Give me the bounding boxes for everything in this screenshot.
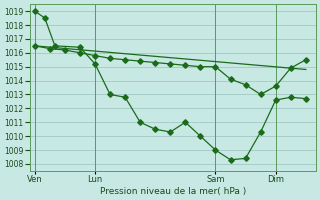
X-axis label: Pression niveau de la mer( hPa ): Pression niveau de la mer( hPa ) [100, 187, 246, 196]
